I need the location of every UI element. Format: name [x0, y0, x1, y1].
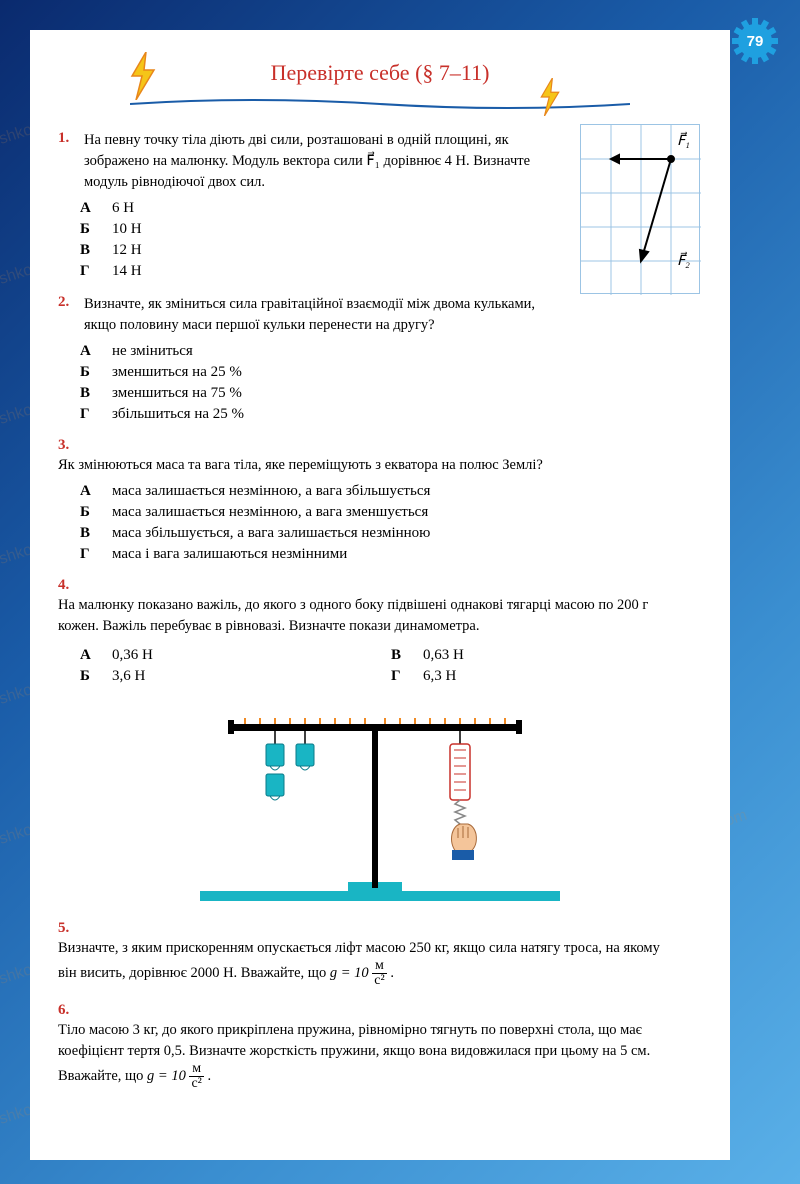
question-number: 5. — [58, 920, 80, 937]
option-letter: Г — [391, 668, 423, 685]
option-text: зменшиться на 25 % — [112, 364, 242, 380]
option-text: збільшиться на 25 % — [112, 406, 244, 422]
lightning-bolt-icon — [128, 52, 158, 105]
option-letter: А — [80, 343, 112, 360]
question-6: 6. Тіло масою 3 кг, до якого прикріплена… — [58, 1002, 702, 1091]
question-4: 4. На малюнку показано важіль, до якого … — [58, 577, 702, 906]
option-letter: Б — [80, 668, 112, 685]
question-number: 6. — [58, 1002, 80, 1019]
option-letter: А — [80, 483, 112, 500]
option-text: 10 Н — [112, 221, 142, 237]
question-number: 2. — [58, 294, 80, 311]
option-letter: В — [80, 242, 112, 259]
question-text: Тіло масою 3 кг, до якого прикріплена пр… — [58, 1020, 678, 1091]
question-5: 5. Визначте, з яким прискоренням опускає… — [58, 920, 702, 988]
option-text: зменшиться на 75 % — [112, 385, 242, 401]
title-row: Перевірте себе (§ 7–11) — [58, 60, 702, 86]
question-2: 2. Визначте, як зміниться сила гравітаці… — [58, 294, 702, 423]
option-letter: Г — [80, 406, 112, 423]
option-letter: А — [80, 200, 112, 217]
page-number-gear: 79 — [732, 18, 778, 64]
question-text: Визначте, з яким прискоренням опускаєтьс… — [58, 938, 678, 988]
option-letter: Б — [80, 221, 112, 238]
option-text: 12 Н — [112, 242, 142, 258]
option-letter: Г — [80, 546, 112, 563]
option-letter: Г — [80, 263, 112, 280]
question-options: А6 Н Б10 Н В12 Н Г14 Н — [80, 199, 702, 280]
option-text: маса збільшується, а вага залишається не… — [112, 525, 430, 541]
option-letter: Б — [80, 364, 112, 381]
option-text: 0,63 Н — [423, 647, 464, 663]
page-content: Перевірте себе (§ 7–11) — [30, 30, 730, 1160]
option-text: не зміниться — [112, 343, 193, 359]
option-text: 14 Н — [112, 263, 142, 279]
option-letter: Б — [80, 504, 112, 521]
question-options: Амаса залишається незмінною, а вага збіл… — [80, 482, 702, 563]
option-text: маса і вага залишаються незмінними — [112, 546, 347, 562]
question-number: 4. — [58, 577, 80, 594]
option-text: 6,3 Н — [423, 668, 456, 684]
option-letter: В — [80, 525, 112, 542]
question-number: 3. — [58, 437, 80, 454]
option-text: 3,6 Н — [112, 668, 145, 684]
option-text: маса залишається незмінною, а вага зменш… — [112, 504, 428, 520]
question-text: На певну точку тіла діють дві сили, розт… — [84, 130, 564, 193]
question-text: Визначте, як зміниться сила гравітаційно… — [84, 294, 564, 336]
page-title: Перевірте себе (§ 7–11) — [271, 60, 490, 85]
option-letter: А — [80, 647, 112, 664]
option-text: 6 Н — [112, 200, 134, 216]
figure-lever — [200, 696, 560, 906]
option-letter: В — [80, 385, 112, 402]
question-options-pair: А0,36 Н Б3,6 Н В0,63 Н Г6,3 Н — [80, 643, 702, 688]
option-text: маса залишається незмінною, а вага збіль… — [112, 483, 430, 499]
question-options: Ане зміниться Бзменшиться на 25 % Взменш… — [80, 342, 702, 423]
option-text: 0,36 Н — [112, 647, 153, 663]
question-text: Як змінюються маса та вага тіла, яке пер… — [58, 455, 678, 476]
question-text: На малюнку показано важіль, до якого з о… — [58, 595, 678, 637]
option-letter: В — [391, 647, 423, 664]
question-1: 1. На певну точку тіла діють дві сили, р… — [58, 130, 702, 280]
page-number: 79 — [747, 33, 764, 50]
question-number: 1. — [58, 130, 80, 147]
question-3: 3. Як змінюються маса та вага тіла, яке … — [58, 437, 702, 563]
lightning-bolt-icon — [538, 78, 562, 121]
